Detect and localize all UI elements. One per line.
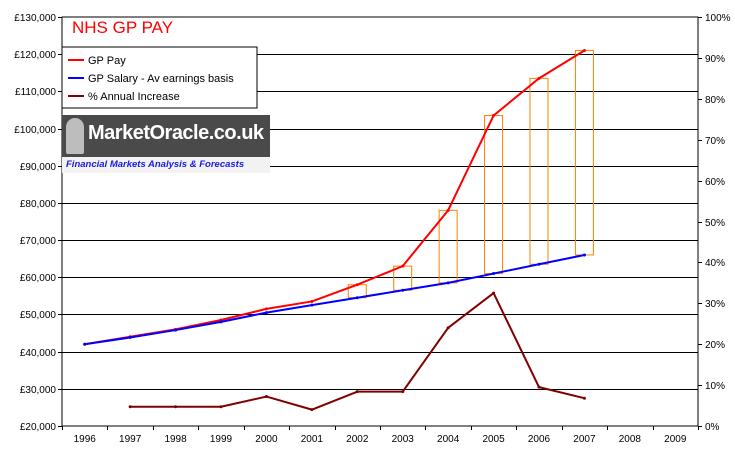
page-title: NHS GP PAY bbox=[72, 18, 174, 37]
x-tick-label: 2008 bbox=[619, 434, 642, 445]
data-point bbox=[537, 262, 541, 266]
statue-icon bbox=[66, 118, 84, 154]
y-right-tick-label: 0% bbox=[705, 422, 720, 433]
logo-tagline-bar: Financial Markets Analysis & Forecasts bbox=[62, 157, 270, 173]
y-left-tick-label: £60,000 bbox=[20, 273, 57, 284]
y-left-tick-label: £110,000 bbox=[15, 87, 56, 98]
data-point bbox=[582, 396, 586, 400]
x-tick-label: 2001 bbox=[301, 434, 324, 445]
series-line-gp-salary-av-earnings-basis bbox=[84, 253, 585, 346]
data-point bbox=[310, 408, 314, 412]
x-tick-label: 1996 bbox=[74, 434, 97, 445]
data-point bbox=[492, 291, 496, 295]
y-left-tick-label: £30,000 bbox=[20, 385, 57, 396]
data-point bbox=[310, 299, 314, 303]
x-tick-label: 1997 bbox=[119, 434, 142, 445]
x-tick-label: 2006 bbox=[528, 434, 551, 445]
x-tick-label: 1999 bbox=[210, 434, 233, 445]
y-right-tick-label: 70% bbox=[705, 136, 725, 147]
data-point bbox=[174, 405, 178, 409]
y-left-tick-label: £70,000 bbox=[20, 236, 57, 247]
y-right-tick-label: 80% bbox=[705, 95, 725, 106]
data-point bbox=[492, 114, 496, 118]
data-point bbox=[537, 76, 541, 80]
data-point bbox=[128, 336, 132, 340]
data-point bbox=[264, 307, 268, 311]
x-tick-label: 2002 bbox=[346, 434, 369, 445]
data-point bbox=[401, 390, 405, 394]
x-tick-label: 2007 bbox=[573, 434, 596, 445]
y-right-tick-label: 90% bbox=[705, 54, 725, 65]
y-right-tick-label: 10% bbox=[705, 381, 725, 392]
data-point bbox=[355, 296, 359, 300]
data-point bbox=[401, 288, 405, 292]
x-tick-label: 2000 bbox=[255, 434, 278, 445]
data-point bbox=[446, 281, 450, 285]
data-point bbox=[128, 405, 132, 409]
y-right-tick-label: 60% bbox=[705, 177, 725, 188]
x-tick-label: 2003 bbox=[392, 434, 415, 445]
legend-label: GP Salary - Av earnings basis bbox=[88, 73, 234, 85]
y-right-tick-label: 40% bbox=[705, 258, 725, 269]
data-point bbox=[401, 264, 405, 268]
y-left-tick-label: £40,000 bbox=[20, 348, 57, 359]
y-left-tick-label: £100,000 bbox=[14, 125, 56, 136]
data-point bbox=[174, 328, 178, 332]
data-point bbox=[492, 272, 496, 276]
data-point bbox=[446, 208, 450, 212]
y-left-tick-label: £120,000 bbox=[14, 50, 56, 61]
legend bbox=[61, 46, 258, 109]
data-point bbox=[264, 395, 268, 399]
y-left-tick-label: £90,000 bbox=[20, 162, 57, 173]
y-right-tick-label: 50% bbox=[705, 218, 725, 229]
logo-tagline: Financial Markets Analysis & Forecasts bbox=[66, 159, 245, 170]
x-tick-label: 1998 bbox=[164, 434, 187, 445]
x-tick-label: 2005 bbox=[482, 434, 505, 445]
y-right-tick-label: 30% bbox=[705, 299, 725, 310]
data-point bbox=[310, 303, 314, 307]
y-left-tick-label: £50,000 bbox=[20, 310, 57, 321]
marketoracle-logo: MarketOracle.co.uk Financial Markets Ana… bbox=[62, 115, 270, 173]
legend-label: GP Pay bbox=[88, 55, 126, 67]
data-point bbox=[582, 253, 586, 257]
y-right-tick-label: 100% bbox=[705, 13, 731, 24]
data-point bbox=[219, 320, 223, 324]
y-right-tick-label: 20% bbox=[705, 340, 725, 351]
legend-label: % Annual Increase bbox=[88, 91, 180, 103]
x-tick-label: 2004 bbox=[437, 434, 460, 445]
data-point bbox=[355, 283, 359, 287]
x-tick-label: 2009 bbox=[664, 434, 687, 445]
data-point bbox=[355, 390, 359, 394]
logo-banner: MarketOracle.co.uk bbox=[62, 115, 270, 157]
y-left-tick-label: £20,000 bbox=[20, 422, 57, 433]
data-point bbox=[446, 326, 450, 330]
y-left-tick-label: £130,000 bbox=[14, 13, 56, 24]
data-point bbox=[582, 48, 586, 52]
logo-brand-text: MarketOracle.co.uk bbox=[88, 122, 264, 144]
data-point bbox=[83, 342, 87, 346]
data-point bbox=[264, 311, 268, 315]
data-point bbox=[537, 385, 541, 389]
y-left-tick-label: £80,000 bbox=[20, 199, 57, 210]
data-point bbox=[219, 405, 223, 409]
